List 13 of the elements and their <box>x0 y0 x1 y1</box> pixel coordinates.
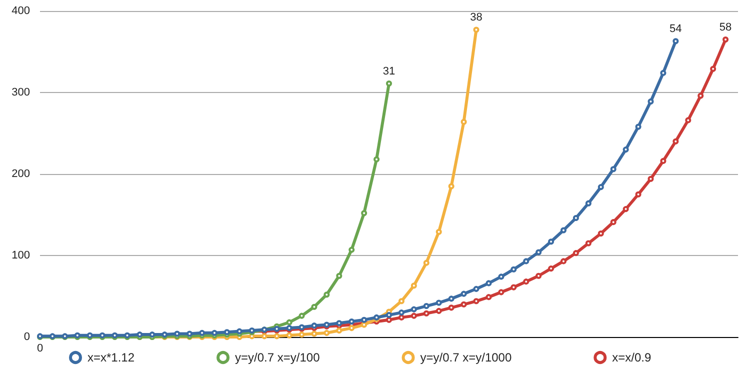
legend-label: y=y/0.7 x=y/1000 <box>420 350 512 364</box>
legend-label: y=y/0.7 x=y/100 <box>235 350 320 364</box>
y-tick-label: 300 <box>12 86 30 98</box>
annotation: 38 <box>470 12 482 24</box>
y-tick-label: 400 <box>12 5 30 17</box>
legend-label: x=x*1.12 <box>88 350 135 364</box>
y-tick-label: 100 <box>12 250 30 262</box>
y-tick-label: 0 <box>24 331 30 343</box>
annotation: 31 <box>382 66 396 78</box>
annotation: 58 <box>719 22 732 34</box>
y-tick-label: 200 <box>12 168 30 180</box>
legend-label: x=x/0.9 <box>612 350 652 364</box>
annotation: 54 <box>670 23 682 36</box>
